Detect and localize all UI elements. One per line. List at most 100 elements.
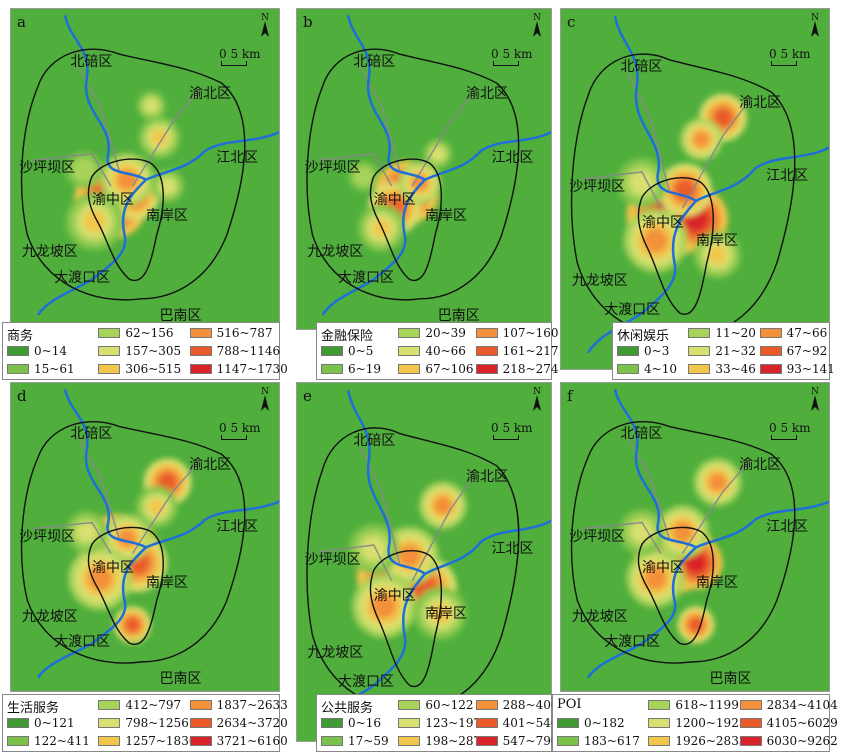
district-label: 南岸区	[146, 575, 188, 592]
district-label: 九龙坡区	[307, 243, 364, 260]
legend-title: 金融保险	[321, 329, 374, 344]
legend-item: 1200~1925	[648, 716, 746, 730]
north-arrow-icon: N	[257, 11, 273, 39]
legend-range: 40~66	[425, 344, 466, 358]
hotspot-2-class-5	[672, 521, 693, 542]
legend-range: 183~617	[584, 734, 640, 748]
hotspots	[618, 458, 742, 644]
legend-swatch	[617, 364, 639, 374]
legend-range: 218~274	[502, 362, 559, 376]
district-label: 巴南区	[437, 308, 480, 325]
legend-range: 21~32	[715, 344, 756, 358]
legend: 商务 0~14 15~61 62~156 157~305 306~515 516~787 78…	[2, 322, 288, 380]
district-label: 渝北区	[465, 86, 508, 103]
district-label: 九龙坡区	[571, 609, 628, 626]
legend-swatch	[189, 700, 212, 710]
district-label: 南岸区	[425, 605, 467, 622]
district-label: 北碚区	[620, 426, 663, 443]
district-label: 北碚区	[353, 432, 396, 449]
hotspot-4-class-3	[430, 146, 445, 161]
legend-item: 0~16	[321, 716, 381, 730]
district-label: 九龙坡区	[21, 243, 78, 260]
scale-zero: 0	[491, 47, 503, 61]
legend-swatch	[688, 328, 711, 338]
legend-range: 67~106	[425, 362, 474, 376]
legend-range: 122~411	[34, 734, 90, 748]
district-label: 江北区	[766, 519, 809, 536]
district-label: 江北区	[491, 150, 534, 167]
legend-range: 11~20	[715, 326, 756, 340]
scale-zero: 0	[219, 421, 231, 435]
legend-swatch	[759, 346, 782, 356]
legend-item: 40~66	[398, 344, 466, 358]
legend-item: 1926~2833	[648, 734, 746, 748]
legend-range: 17~59	[348, 734, 389, 748]
hotspot-4-class-5	[708, 473, 727, 492]
legend-range: 0~5	[348, 344, 374, 358]
legend-item: 62~156	[98, 326, 174, 340]
legend-swatch	[189, 364, 212, 374]
district-label: 江北区	[216, 519, 259, 536]
legend-swatch	[189, 328, 212, 338]
scale-km: 5 km	[502, 47, 533, 61]
legend: 休闲娱乐 0~3 4~10 11~20 21~32 33~46 47~66 67~92 93~1…	[612, 322, 835, 380]
district-label: 渝中区	[373, 587, 416, 604]
outer-boundary	[20, 48, 246, 301]
hotspot-2-class-5	[398, 544, 421, 567]
hotspots	[65, 90, 185, 251]
legend-range: 1147~1730	[216, 362, 288, 376]
legend-swatch	[759, 364, 782, 374]
hotspot-4-class-4	[151, 129, 168, 146]
district-label: 渝中区	[92, 559, 134, 576]
legend-item: 1837~2633	[189, 698, 288, 712]
hotspot-5-class-5	[693, 131, 710, 148]
district-label: 渝北区	[189, 86, 232, 103]
district-label: 大渡口区	[54, 634, 111, 650]
map-panel-f: f N 0 5 km 北碚区 渝北区 沙坪坝区 江北区 渝中区 南岸区 九龙坡区 大渡口区 巴南区	[560, 382, 830, 692]
legend-item: 547~796	[475, 734, 559, 748]
legend-item: 1257~1836	[98, 734, 196, 748]
legend-range: 198~287	[425, 734, 482, 748]
panel-label: a	[17, 13, 26, 31]
legend-swatch	[739, 700, 762, 710]
legend-title: 休闲娱乐	[617, 329, 670, 344]
district-label: 江北区	[491, 540, 534, 557]
legend-item: 93~141	[759, 362, 835, 376]
density-map	[306, 15, 551, 316]
hotspots	[616, 93, 747, 280]
north-label: N	[811, 387, 819, 397]
hotspot-5-class-3	[144, 98, 159, 113]
jialing-river	[613, 388, 829, 549]
scale-zero: 0	[219, 47, 231, 61]
district-label: 大渡口区	[54, 269, 111, 286]
legend-swatch	[617, 346, 639, 356]
legend-item: 6030~9262	[739, 734, 838, 748]
scale-line	[771, 435, 797, 440]
legend-range: 93~141	[786, 362, 835, 376]
map-panel-d: d N 0 5 km 北碚区 渝北区 沙坪坝区 江北区 渝中区 南岸区 九龙坡区 大渡口区 巴南区	[10, 382, 280, 692]
hotspot-5-class-3	[631, 520, 653, 543]
scale-zero: 0	[491, 421, 503, 435]
hotspot-3-class-5	[644, 567, 667, 590]
density-map	[306, 389, 551, 726]
legend-range: 6~19	[348, 362, 381, 376]
legend-title: 生活服务	[7, 701, 60, 716]
legend-swatch	[557, 736, 579, 746]
panel-label: c	[567, 13, 576, 31]
scale-bar: 0 5 km	[219, 47, 261, 66]
legend-item: 67~92	[759, 344, 827, 358]
scale-line	[493, 435, 519, 440]
district-label: 北碚区	[353, 53, 396, 70]
legend-title: 商务	[7, 329, 34, 344]
legend-swatch	[688, 364, 711, 374]
district-label: 大渡口区	[604, 634, 661, 650]
north-arrow-icon: N	[529, 385, 545, 413]
scale-line	[221, 61, 247, 66]
legend-swatch	[398, 718, 421, 728]
legend-swatch	[475, 328, 498, 338]
district-label: 大渡口区	[337, 674, 394, 690]
legend-range: 62~156	[125, 326, 174, 340]
legend-swatch	[475, 736, 498, 746]
north-label: N	[261, 387, 269, 397]
hotspot-3-class-5	[372, 594, 397, 619]
